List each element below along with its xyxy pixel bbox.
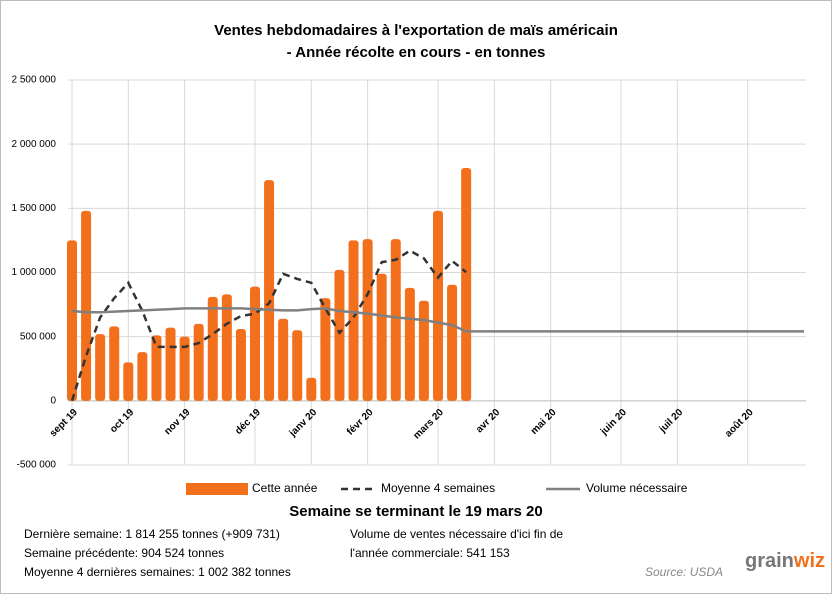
bar [81,210,92,401]
legend-label: Volume nécessaire [586,481,688,495]
summary-line: Volume de ventes nécessaire d'ici fin de [350,527,563,541]
bar [95,334,106,401]
legend-label: Moyenne 4 semaines [381,481,495,495]
logo-part: wiz [793,550,825,572]
y-tick-label: 500 000 [20,331,57,342]
bar [221,294,232,401]
line [71,307,804,333]
bar [404,287,415,401]
legend-swatch [186,483,248,495]
summary-line: l'année commerciale: 541 153 [350,546,510,560]
y-tick-label: 2 500 000 [12,75,57,86]
bar [334,269,345,401]
bar [109,326,120,401]
bar [67,240,77,401]
summary-line: Moyenne 4 dernières semaines: 1 002 382 … [24,565,291,579]
y-tick-label: -500 000 [17,460,57,471]
y-tick-label: 1 000 000 [12,267,57,278]
logo: grainwiz [745,550,825,572]
bar [250,286,260,401]
source: Source: USDA [645,565,723,579]
bar [278,318,289,401]
bar [292,330,303,401]
bar [165,327,176,401]
bar [137,352,148,401]
bar [320,298,331,401]
legend-label: Cette année [252,481,318,495]
y-tick-label: 2 000 000 [12,139,57,150]
bar [207,296,218,401]
bar [179,336,190,401]
bar [447,284,458,401]
bar [235,328,246,401]
bar [362,239,373,401]
line [70,249,467,402]
bar [306,377,317,401]
bar [376,273,387,401]
bar [390,239,401,401]
bar [348,240,359,401]
summary-line: Semaine précédente: 904 524 tonnes [24,546,224,560]
bar [264,180,275,401]
y-tick-label: 0 [50,395,56,406]
bar [433,210,443,401]
bar [461,168,472,401]
chart-title: Ventes hebdomadaires à l'exportation de … [214,22,618,39]
bar [418,300,429,401]
chart-subtitle: - Année récolte en cours - en tonnes [287,44,546,61]
logo-part: grain [745,550,794,572]
y-tick-label: 1 500 000 [12,203,57,214]
bar [151,335,162,401]
summary-heading: Semaine se terminant le 19 mars 20 [289,503,542,520]
bar [193,323,204,401]
bar [123,362,134,401]
summary-line: Dernière semaine: 1 814 255 tonnes (+909… [24,527,280,541]
